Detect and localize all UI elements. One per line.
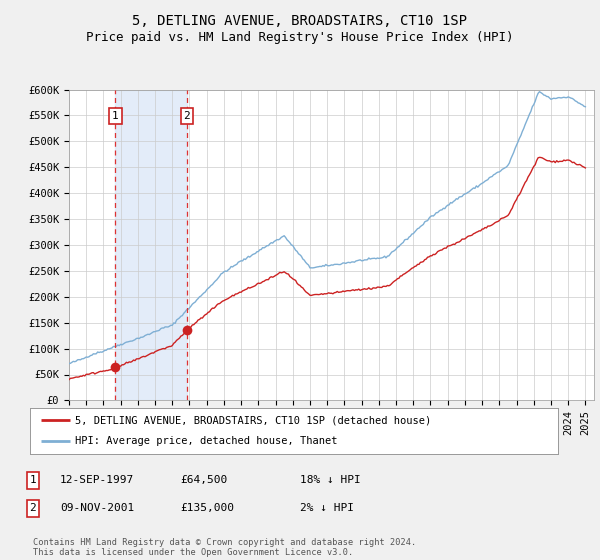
Text: Contains HM Land Registry data © Crown copyright and database right 2024.
This d: Contains HM Land Registry data © Crown c… bbox=[33, 538, 416, 557]
Text: 2: 2 bbox=[184, 111, 190, 121]
Text: 12-SEP-1997: 12-SEP-1997 bbox=[60, 475, 134, 486]
Text: £64,500: £64,500 bbox=[180, 475, 227, 486]
Text: 1: 1 bbox=[112, 111, 119, 121]
Text: 09-NOV-2001: 09-NOV-2001 bbox=[60, 503, 134, 514]
Text: 5, DETLING AVENUE, BROADSTAIRS, CT10 1SP (detached house): 5, DETLING AVENUE, BROADSTAIRS, CT10 1SP… bbox=[75, 415, 431, 425]
Text: 1: 1 bbox=[29, 475, 37, 486]
Text: 2: 2 bbox=[29, 503, 37, 514]
Text: Price paid vs. HM Land Registry's House Price Index (HPI): Price paid vs. HM Land Registry's House … bbox=[86, 31, 514, 44]
Text: 2% ↓ HPI: 2% ↓ HPI bbox=[300, 503, 354, 514]
Text: 18% ↓ HPI: 18% ↓ HPI bbox=[300, 475, 361, 486]
Text: £135,000: £135,000 bbox=[180, 503, 234, 514]
Text: HPI: Average price, detached house, Thanet: HPI: Average price, detached house, Than… bbox=[75, 436, 337, 446]
Text: 5, DETLING AVENUE, BROADSTAIRS, CT10 1SP: 5, DETLING AVENUE, BROADSTAIRS, CT10 1SP bbox=[133, 14, 467, 28]
Bar bbox=[115, 90, 187, 400]
